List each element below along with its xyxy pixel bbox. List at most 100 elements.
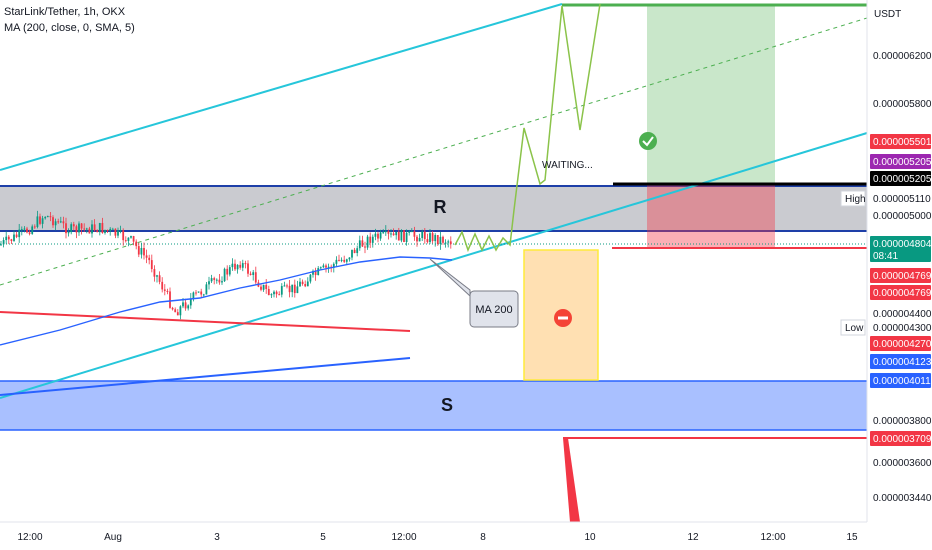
time-tick-label: 12:00 — [391, 532, 416, 543]
time-ticks: 12:00 Aug 3 5 12:00 8 10 12 12:00 15 — [17, 532, 858, 543]
candle-body — [296, 286, 299, 294]
candle-body — [132, 236, 135, 242]
candle-body — [39, 216, 41, 224]
time-axis[interactable] — [0, 522, 867, 550]
price-tag-box — [870, 354, 931, 369]
candle-body — [176, 312, 179, 316]
candle-body — [119, 230, 122, 232]
candle-body — [423, 231, 426, 240]
candle-body — [249, 273, 252, 275]
currency-label: USDT — [874, 9, 901, 20]
candle-body — [369, 236, 372, 243]
candle-body — [215, 279, 218, 281]
candle-body — [122, 230, 125, 241]
time-tick-label: 3 — [214, 532, 220, 543]
candle-body — [449, 241, 452, 245]
candle-body — [270, 294, 273, 296]
candle-body — [278, 294, 281, 296]
candle-body — [41, 218, 44, 224]
candle-body — [137, 246, 140, 255]
candle-body — [434, 235, 437, 242]
candle-body — [54, 221, 57, 226]
candle-body — [179, 306, 182, 316]
candle-body — [408, 231, 411, 233]
candle-body — [200, 291, 203, 295]
price-tick-label: 0.000006200 — [873, 51, 932, 62]
price-tag-side-label: High — [845, 194, 866, 205]
indicator-legend[interactable]: MA (200, close, 0, SMA, 5) — [4, 22, 135, 34]
candle-body — [241, 263, 244, 268]
candle-body — [239, 264, 242, 268]
candle-body — [314, 270, 317, 276]
candle-body — [234, 263, 236, 270]
price-tick-label: 0.000003800 — [873, 416, 932, 427]
candle-body — [208, 281, 210, 285]
price-tag-side-box — [840, 319, 866, 336]
price-tag-label: 0.000004011 — [873, 376, 931, 387]
candle-body — [400, 230, 403, 241]
time-tick-label: 12:00 — [17, 532, 42, 543]
price-tick-label: 0.000005000 — [873, 211, 932, 222]
ma-callout-box[interactable] — [469, 290, 519, 328]
candle-body — [447, 241, 450, 243]
candle-body — [15, 234, 18, 238]
candle-body — [384, 230, 387, 233]
candle-body — [442, 236, 444, 243]
candle-body — [228, 267, 231, 275]
candle-body — [244, 263, 247, 265]
candle-body — [210, 278, 213, 282]
candle-body — [395, 231, 398, 236]
candle-body — [192, 292, 195, 299]
channel-mid-line — [0, 17, 868, 286]
candle-body — [20, 229, 23, 231]
check-circle-icon — [639, 132, 657, 150]
candle-body — [260, 286, 262, 290]
candle-body — [197, 291, 200, 293]
candle-body — [171, 307, 174, 310]
candle-body — [382, 232, 385, 234]
target-zone — [647, 6, 775, 184]
price-tick-label: 0.000003440 — [873, 493, 932, 504]
candle-body — [195, 292, 197, 294]
time-tick-label: 5 — [320, 532, 326, 543]
candle-body — [106, 229, 109, 231]
resistance-label: R — [434, 197, 447, 217]
candle-body — [374, 233, 377, 237]
candle-body — [351, 249, 353, 258]
candle-body — [109, 228, 112, 231]
candle-body — [291, 284, 294, 293]
candle-body — [85, 228, 88, 230]
waiting-label: WAITING... — [542, 160, 593, 171]
candle-body — [444, 242, 447, 244]
candle-body — [145, 255, 148, 258]
price-tag-box — [870, 320, 931, 335]
candle-body — [143, 247, 145, 256]
price-tag-box — [870, 285, 931, 300]
candle-body — [114, 228, 117, 236]
candle-body — [348, 257, 351, 260]
candle-body — [325, 265, 327, 268]
candle-body — [416, 236, 418, 242]
price-tick-label: 0.000003600 — [873, 458, 932, 469]
price-tag-label: 0.000004769 — [873, 288, 932, 299]
chart-symbol-title[interactable]: StarLink/Tether, 1h, OKX — [4, 6, 126, 18]
candle-body — [327, 266, 330, 268]
price-tick-label: 0.000005800 — [873, 99, 932, 110]
candle-body — [275, 291, 278, 295]
candle-body — [387, 230, 390, 234]
candle-body — [187, 305, 190, 309]
time-tick-label: 10 — [584, 532, 596, 543]
candle-body — [343, 259, 346, 262]
time-tick-label: 12 — [687, 532, 699, 543]
candle-body — [405, 232, 408, 242]
candle-body — [356, 248, 359, 254]
candle-body — [98, 222, 101, 233]
candle-body — [26, 228, 28, 233]
time-tick-label: 8 — [480, 532, 486, 543]
price-tag-box — [870, 268, 931, 283]
plot-area[interactable] — [0, 0, 867, 522]
candle-body — [80, 223, 83, 229]
candle-body — [340, 259, 343, 261]
candle-body — [361, 240, 364, 247]
